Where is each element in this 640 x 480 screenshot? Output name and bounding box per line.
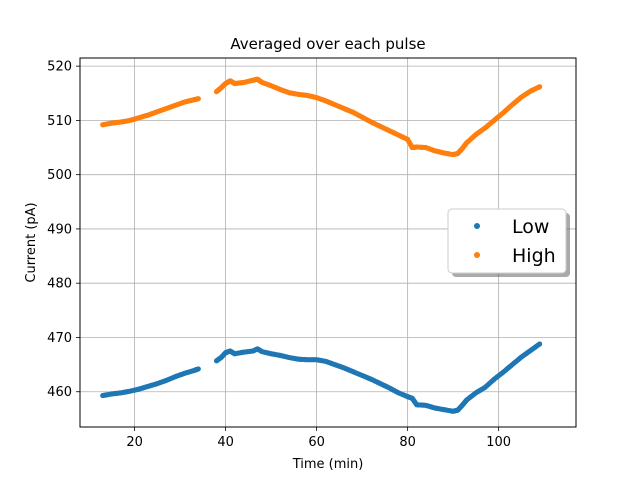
chart-title: Averaged over each pulse bbox=[230, 35, 425, 53]
x-tick-label: 40 bbox=[217, 435, 234, 450]
data-point bbox=[536, 84, 543, 90]
y-tick-label: 470 bbox=[47, 331, 72, 346]
x-tick-label: 100 bbox=[486, 435, 511, 450]
x-tick-label: 80 bbox=[399, 435, 416, 450]
y-tick-label: 490 bbox=[47, 222, 72, 237]
legend-label-high: High bbox=[512, 245, 556, 267]
legend-marker-low bbox=[474, 223, 480, 229]
y-tick-label: 500 bbox=[47, 168, 72, 183]
y-tick-label: 460 bbox=[47, 385, 72, 400]
y-tick-label: 520 bbox=[47, 60, 72, 75]
legend-label-low: Low bbox=[512, 216, 549, 238]
y-tick-label: 480 bbox=[47, 277, 72, 292]
series-high bbox=[100, 76, 543, 158]
axes-frame bbox=[79, 57, 577, 428]
legend: Low High bbox=[447, 208, 570, 277]
x-axis-label: Time (min) bbox=[292, 457, 364, 472]
series-group bbox=[100, 76, 543, 414]
y-axis-label: Current (pA) bbox=[24, 202, 39, 282]
data-point bbox=[536, 341, 543, 347]
series-low bbox=[100, 341, 543, 414]
data-point bbox=[195, 96, 201, 102]
x-tick-label: 60 bbox=[308, 435, 325, 450]
y-tick-label: 510 bbox=[47, 114, 72, 129]
x-tick-label: 20 bbox=[126, 435, 143, 450]
ticks: 20 40 60 80 100 460 470 480 490 500 510 520 bbox=[47, 60, 511, 450]
data-point bbox=[195, 366, 201, 372]
legend-marker-high bbox=[474, 252, 480, 258]
